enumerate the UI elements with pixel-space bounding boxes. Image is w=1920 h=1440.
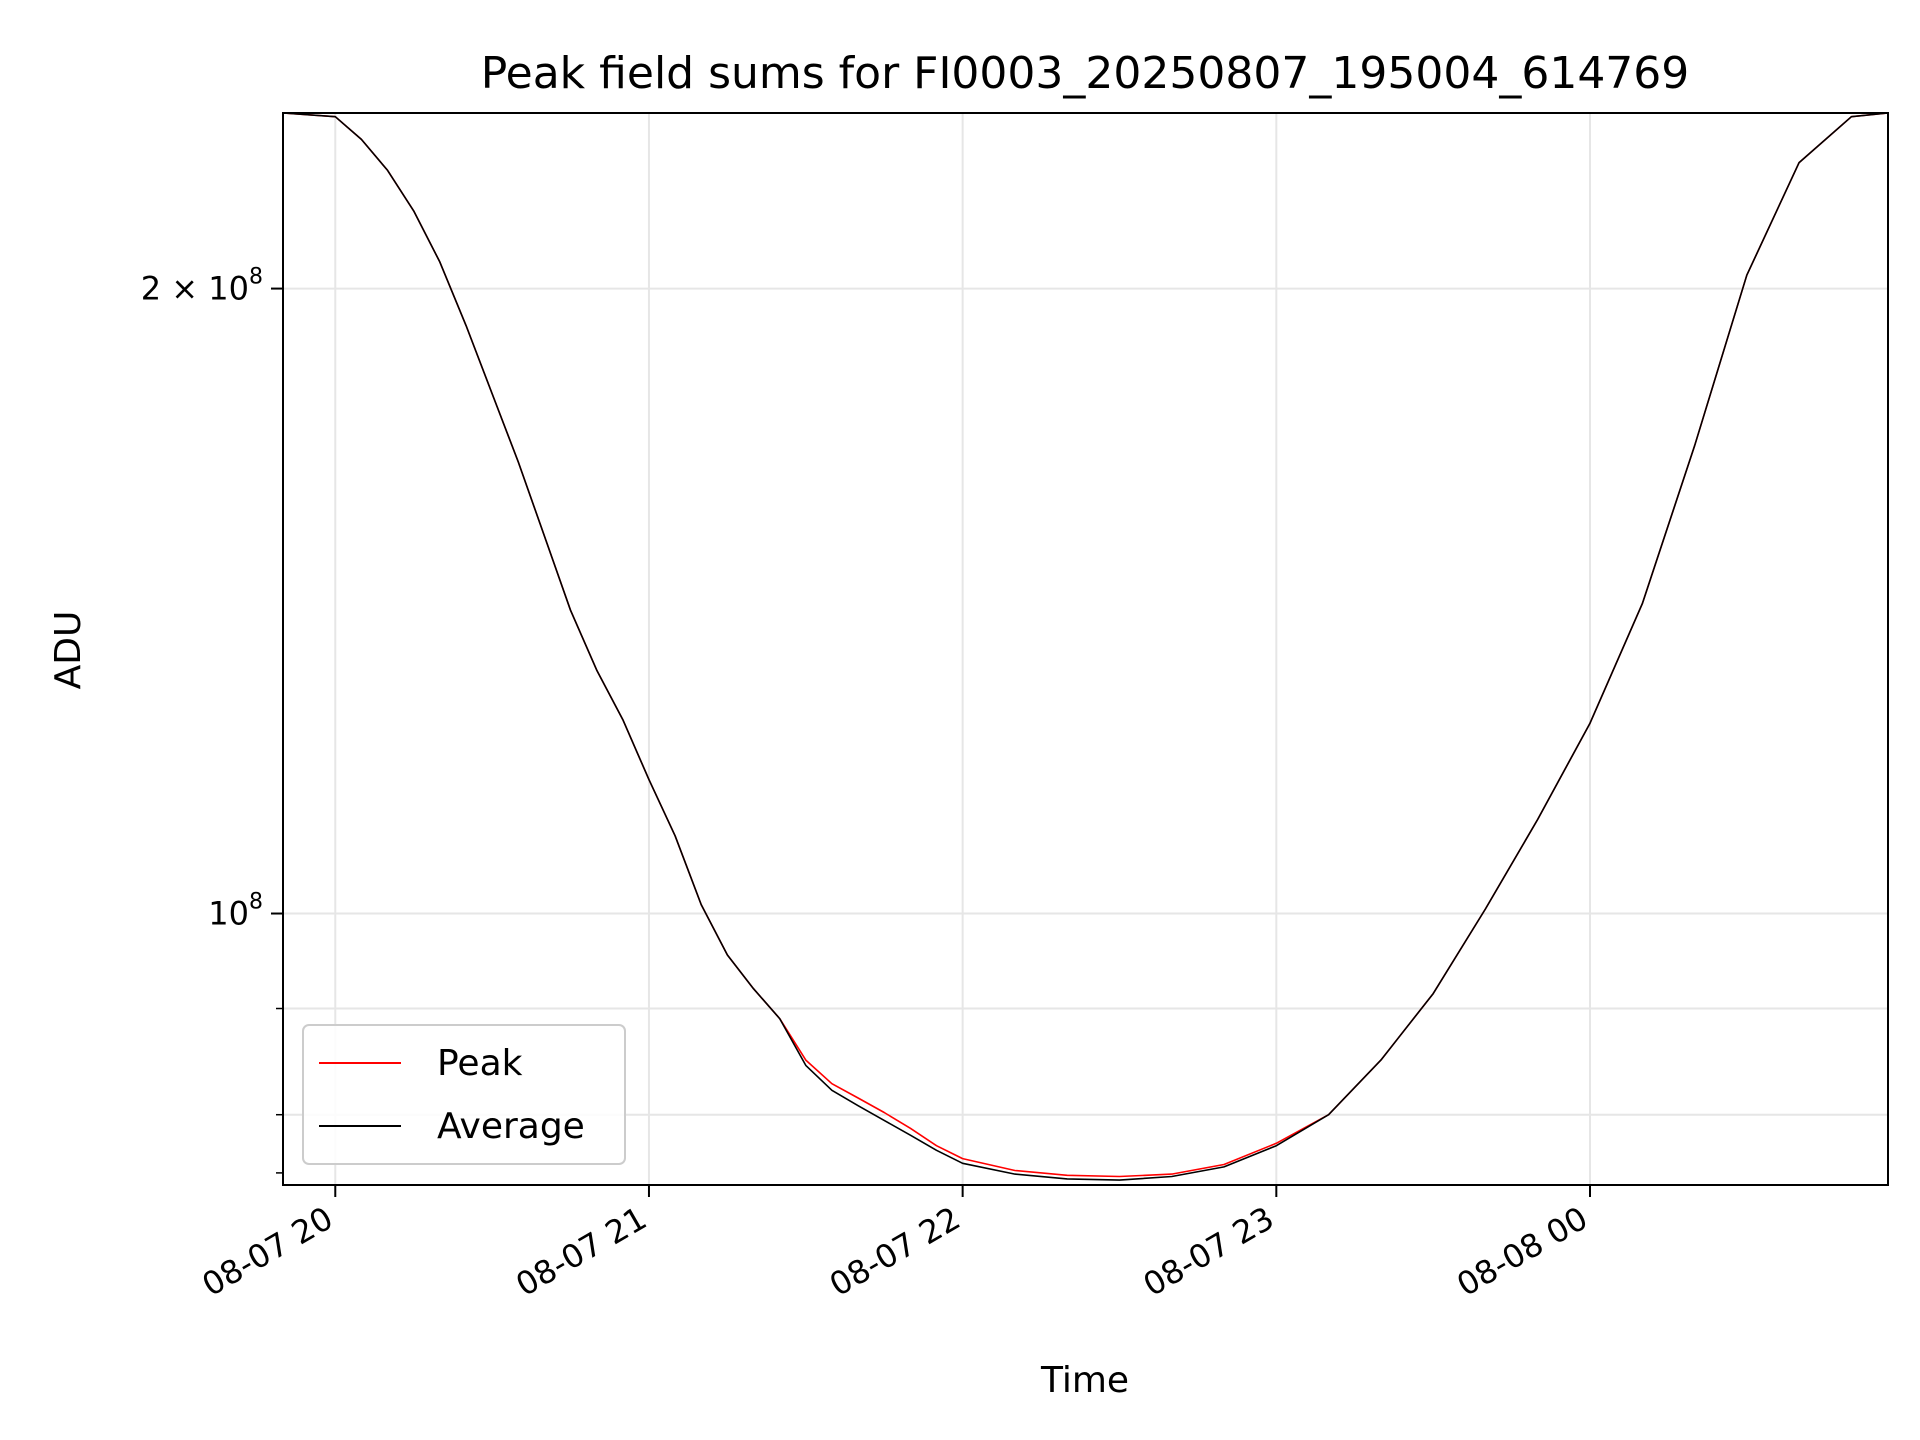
series-line-average <box>282 112 1889 1181</box>
plot-frame <box>282 112 1889 1186</box>
y-axis-label: ADU <box>48 611 89 690</box>
legend-label-average: Average <box>437 1106 585 1147</box>
y-axis: 108 2 × 108 <box>141 265 283 1174</box>
chart-title: Peak field sums for FI0003_20250807_1950… <box>481 48 1690 99</box>
legend-label-peak: Peak <box>437 1043 523 1084</box>
y-tick-label: 2 × 108 <box>141 265 263 308</box>
series-lines <box>282 112 1889 1181</box>
x-axis-label: Time <box>1040 1360 1129 1401</box>
legend-box <box>302 1024 626 1165</box>
y-tick-label: 108 <box>208 890 263 933</box>
legend: Peak Average <box>302 1024 626 1165</box>
